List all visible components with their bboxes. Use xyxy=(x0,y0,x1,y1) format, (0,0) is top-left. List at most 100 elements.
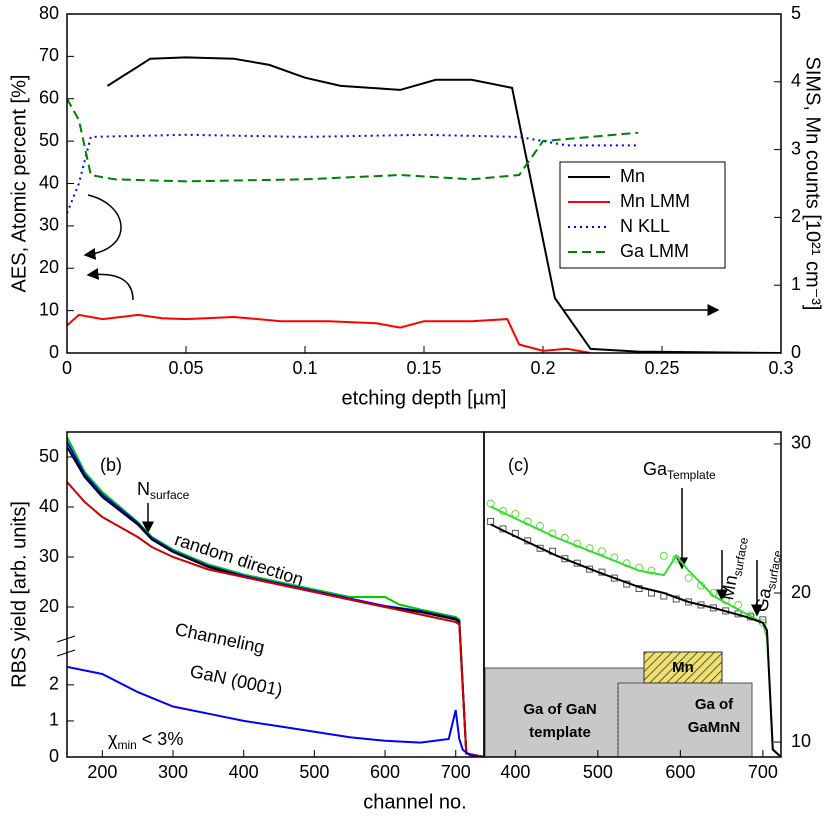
annotation: Ga of GaN xyxy=(523,701,596,718)
data-point xyxy=(597,547,606,556)
annotation-sub: surface xyxy=(150,488,190,502)
annotation: template xyxy=(529,724,591,741)
series-line xyxy=(67,665,484,757)
y-tick-label: 2 xyxy=(49,674,59,694)
arrow xyxy=(83,194,122,260)
arrow xyxy=(86,267,134,301)
break-mark xyxy=(56,649,76,657)
x-tick-label: 0.3 xyxy=(768,358,793,378)
series-line xyxy=(490,523,781,757)
y2-tick-label: 2 xyxy=(791,206,801,226)
annotation-sub: surface xyxy=(731,536,752,578)
annotation: Mnsurface xyxy=(717,534,751,602)
y-tick-label: 80 xyxy=(39,3,59,23)
annotation-main: χ xyxy=(108,729,118,749)
x-tick-label: 500 xyxy=(299,762,329,782)
data-point xyxy=(659,551,668,560)
y2-tick-label: 5 xyxy=(791,3,801,23)
plot-frame xyxy=(483,431,782,758)
legend-box xyxy=(559,161,726,269)
data-point xyxy=(647,566,656,575)
annotation-sub: Template xyxy=(667,468,716,482)
x-tick-label: 300 xyxy=(158,762,188,782)
x-tick-label: 0.2 xyxy=(530,358,555,378)
plot-frame xyxy=(66,13,782,354)
annotation: GaN (0001) xyxy=(188,661,284,700)
data-point xyxy=(486,499,495,508)
x-tick-label: 0.05 xyxy=(168,358,203,378)
y-axis-label: RBS yield [arb. units] xyxy=(8,501,30,688)
annotation: Channeling xyxy=(173,619,266,657)
x-tick-label: 200 xyxy=(87,762,117,782)
x-tick-label: 0.25 xyxy=(644,358,679,378)
x-tick-label: 400 xyxy=(229,762,259,782)
x-axis-label: etching depth [µm] xyxy=(342,387,507,409)
series-line xyxy=(67,441,484,757)
annotation: χmin < 3% xyxy=(108,729,183,752)
x-tick-label: 500 xyxy=(583,762,613,782)
y-tick-label: 30 xyxy=(39,546,59,566)
annotation-rest: < 3% xyxy=(137,729,184,749)
y-tick-label: 60 xyxy=(39,88,59,108)
annotation: Gasurface xyxy=(751,547,785,614)
y2-axis-label: SIMS, Mn counts [10²¹ cm⁻³] xyxy=(802,57,824,311)
x-tick-label: 600 xyxy=(370,762,400,782)
gamnn-box xyxy=(617,682,753,758)
annotation: Nsurface xyxy=(137,479,190,502)
annotation-main: Ga xyxy=(751,585,775,613)
legend-label: Mn LMM xyxy=(620,191,690,211)
plot-frame xyxy=(66,431,485,758)
y-tick-label: 20 xyxy=(39,596,59,616)
legend-label: Mn xyxy=(620,166,645,186)
annotation: (c) xyxy=(508,455,529,475)
y-axis-label: AES, Atomic percent [%] xyxy=(8,75,30,293)
series-line xyxy=(67,98,639,183)
y-tick-label: 30 xyxy=(39,215,59,235)
legend-label: Ga LMM xyxy=(620,241,689,261)
annotation-main: Mn xyxy=(717,573,741,601)
series-line xyxy=(67,436,484,757)
y-tick-label: 10 xyxy=(791,731,811,751)
x-tick-label: 700 xyxy=(441,762,471,782)
legend-label: N KLL xyxy=(620,216,670,236)
y-tick-label: 1 xyxy=(49,710,59,730)
y-tick-label: 40 xyxy=(39,172,59,192)
x-tick-label: 0.1 xyxy=(292,358,317,378)
y-tick-label: 20 xyxy=(791,582,811,602)
y-tick-label: 70 xyxy=(39,45,59,65)
y2-tick-label: 0 xyxy=(791,342,801,362)
annotation: GaMnN xyxy=(688,719,741,736)
y-tick-label: 0 xyxy=(49,342,59,362)
y-tick-label: 20 xyxy=(39,257,59,277)
y-tick-label: 30 xyxy=(791,433,811,453)
y-tick-label: 0 xyxy=(49,746,59,766)
break-mark xyxy=(56,635,76,643)
annotation: Ga of xyxy=(695,696,734,713)
y2-tick-label: 4 xyxy=(791,71,801,91)
annotation-main: N xyxy=(137,479,150,499)
mn-box xyxy=(643,651,723,684)
series-line xyxy=(67,481,484,757)
y2-tick-label: 3 xyxy=(791,138,801,158)
data-point xyxy=(487,517,495,525)
x-tick-label: 0 xyxy=(62,358,72,378)
series-line xyxy=(106,56,781,353)
x-tick-label: 400 xyxy=(500,762,530,782)
y-tick-label: 10 xyxy=(39,299,59,319)
y-tick-label: 50 xyxy=(39,130,59,150)
annotation: Mn xyxy=(672,659,694,676)
annotation-main: Ga xyxy=(643,459,668,479)
y-tick-label: 40 xyxy=(39,496,59,516)
data-point xyxy=(684,574,693,583)
y-tick-label: 50 xyxy=(39,446,59,466)
series-line xyxy=(67,313,591,353)
annotation: (b) xyxy=(100,455,122,475)
annotation: GaTemplate xyxy=(643,459,716,482)
x-axis-label: channel no. xyxy=(363,791,466,813)
series-line xyxy=(67,446,484,757)
x-tick-label: 0.15 xyxy=(406,358,441,378)
y2-tick-label: 1 xyxy=(791,274,801,294)
x-tick-label: 700 xyxy=(748,762,778,782)
annotation-sub: min xyxy=(117,738,136,752)
